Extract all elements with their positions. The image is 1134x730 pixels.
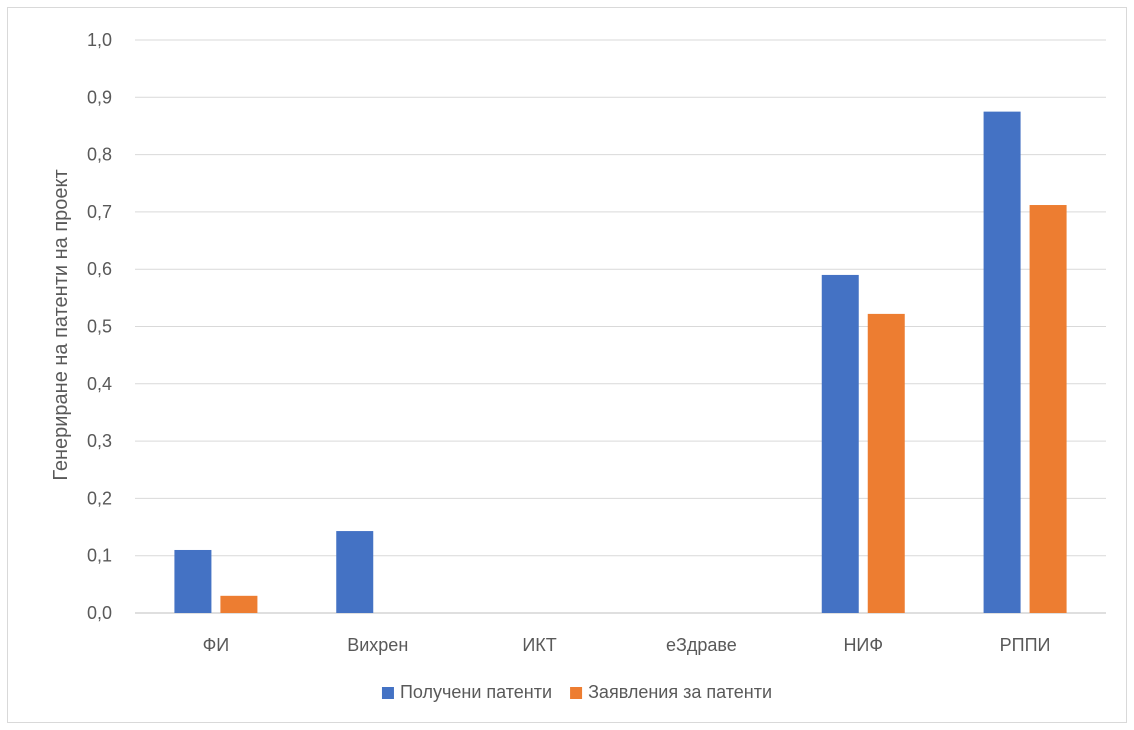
x-tick-label: Вихрен <box>347 635 408 655</box>
x-axis-ticks: ФИ Вихрен ИКТ еЗдраве НИФ РППИ <box>203 635 1051 655</box>
bar-chart: 0,0 0,1 0,2 0,3 0,4 0,5 0,6 0,7 0,8 0,9 1,0 ФИ Вихр… <box>50 30 1106 702</box>
y-tick-label: 0,2 <box>87 488 112 508</box>
y-tick-label: 0,9 <box>87 87 112 107</box>
legend-label: Получени патенти <box>400 682 552 702</box>
y-tick-label: 0,0 <box>87 603 112 623</box>
bar-patent-applications <box>1029 205 1067 614</box>
y-axis-title: Генериране на патенти на проект <box>50 169 72 480</box>
bar-patent-applications <box>867 313 905 613</box>
y-tick-label: 1,0 <box>87 30 112 50</box>
x-tick-label: ИКТ <box>522 635 556 655</box>
legend-swatch <box>570 687 583 699</box>
bars <box>174 111 1067 614</box>
legend-swatch <box>381 687 394 699</box>
y-tick-label: 0,3 <box>87 431 112 451</box>
x-tick-label: ФИ <box>203 635 230 655</box>
y-tick-label: 0,4 <box>87 374 112 394</box>
bar-received-patents <box>174 549 212 613</box>
y-tick-label: 0,1 <box>87 546 112 566</box>
x-tick-label: НИФ <box>843 635 883 655</box>
legend-label: Заявления за патенти <box>588 682 772 702</box>
chart-frame: 0,0 0,1 0,2 0,3 0,4 0,5 0,6 0,7 0,8 0,9 1,0 ФИ Вихр… <box>7 7 1127 723</box>
gridlines <box>135 39 1106 614</box>
bar-received-patents <box>983 111 1021 613</box>
y-axis-ticks: 0,0 0,1 0,2 0,3 0,4 0,5 0,6 0,7 0,8 0,9 1,0 <box>87 30 112 623</box>
y-tick-label: 0,8 <box>87 145 112 165</box>
bar-received-patents <box>336 531 374 613</box>
x-tick-label: еЗдраве <box>666 635 737 655</box>
bar-patent-applications <box>220 595 258 613</box>
bar-received-patents <box>821 274 859 613</box>
legend: Получени патенти Заявления за патенти <box>381 682 772 702</box>
y-tick-label: 0,7 <box>87 202 112 222</box>
y-tick-label: 0,6 <box>87 259 112 279</box>
y-tick-label: 0,5 <box>87 317 112 337</box>
x-tick-label: РППИ <box>1000 635 1051 655</box>
